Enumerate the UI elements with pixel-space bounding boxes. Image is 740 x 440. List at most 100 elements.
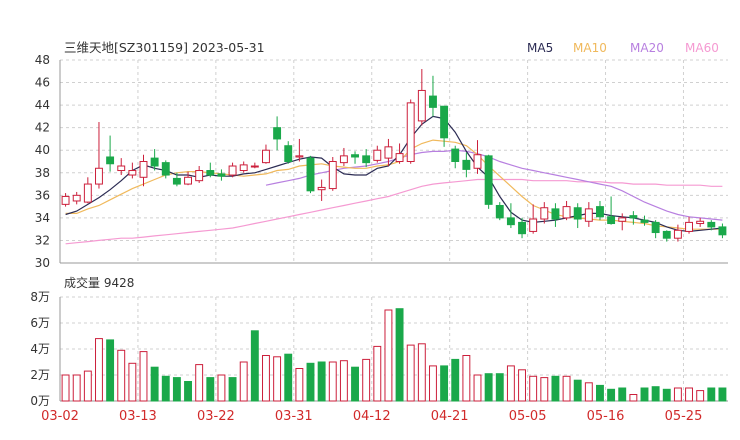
price-grid: 48 46 44 42 40 38 36 34 32 30 [35,53,728,270]
candle-down [462,159,471,170]
candle-down [495,204,504,219]
candle-up [618,217,627,222]
candle-down [707,221,716,228]
candle-up [295,155,304,158]
volume-bar-up [406,344,415,402]
date-tick-label: 03-31 [275,409,313,424]
volume-bar-down [596,384,604,402]
volume-tick-label: 8万 [30,290,50,304]
volume-bar-down [395,308,404,402]
date-tick-label: 03-02 [41,409,79,424]
candle-up [562,206,571,219]
volume-bar-down [161,375,170,402]
candle-up [696,220,705,225]
volume-tick-label: 0万 [30,394,50,408]
price-tick-label: 36 [35,188,50,202]
candle-down [217,173,226,177]
volume-bar-down [284,353,293,402]
legend-item-ma60: MA60 [685,41,719,55]
volume-bar-up [95,338,103,402]
legend-item-ma5: MA5 [527,41,553,55]
candle-up [83,183,92,203]
candle-up [339,155,348,164]
volume-bar-up [685,387,693,402]
volume-bar-up [562,375,571,402]
candle-down [607,216,616,225]
volume-bar-down [707,387,716,402]
candle-down [640,219,649,223]
price-tick-label: 48 [35,53,50,67]
candle-up [262,149,270,164]
candle-up [117,165,126,172]
volume-bar-down [150,366,159,402]
volume-bar-down [184,381,192,402]
candle-down [206,170,215,176]
volume-bar-up [373,345,382,402]
candle-up [250,165,259,168]
candle-up [61,195,70,205]
candle-up [473,154,482,169]
price-tick-label: 38 [35,166,50,180]
candle-up [195,170,204,182]
candle-down [662,230,671,239]
candle-up [685,221,693,232]
volume-title: 成交量 9428 [64,275,134,290]
candle-up [373,149,382,161]
volume-bar-down [317,361,326,402]
volume-grid: 8万 6万 4万 2万 0万 [30,290,728,408]
candle-down [651,221,660,234]
volume-bar-down [106,339,115,402]
candle-down [106,156,115,165]
candle-up [384,146,393,159]
candle-down [573,207,582,220]
candle-down [150,157,159,167]
date-tick-label: 05-16 [587,409,625,424]
ma10-line [65,139,723,230]
price-tick-label: 32 [35,233,50,247]
volume-bar-down [718,387,727,402]
volume-bar-up [262,355,270,402]
volume-bars [61,308,727,402]
volume-tick-label: 6万 [30,316,50,330]
date-tick-label: 05-05 [509,409,547,424]
volume-bar-up [473,374,482,402]
candle-down [161,162,170,176]
candle-down [596,206,604,218]
price-tick-label: 46 [35,76,50,90]
volume-bar-up [584,382,593,402]
date-tick-label: 03-13 [119,409,157,424]
volume-bar-up [117,349,126,402]
candle-down [440,105,449,139]
candle-up [128,170,137,176]
volume-bar-down [651,386,660,402]
volume-bar-up [217,374,226,402]
price-tick-label: 30 [35,256,50,270]
candle-down [484,155,493,205]
ma20-line [265,149,723,221]
volume-bar-up [61,374,70,402]
chart-title: 三维天地[SZ301159] 2023-05-31 [64,40,265,55]
volume-bar-up [72,374,81,402]
volume-bar-up [328,361,337,402]
candle-up [139,161,148,178]
price-tick-label: 42 [35,121,50,135]
legend-item-ma20: MA20 [630,41,664,55]
volume-tick-label: 4万 [30,342,50,356]
candle-up [184,176,192,185]
volume-bar-up [518,369,526,402]
date-tick-label: 03-22 [197,409,235,424]
volume-bar-down [351,366,359,402]
candle-down [506,217,515,226]
ma60-line [65,178,723,245]
volume-bar-up [429,365,437,402]
volume-bar-down [250,330,259,402]
volume-bar-down [573,379,582,402]
candle-up [406,102,415,162]
volume-bar-down [440,365,449,402]
candle-up [328,161,337,190]
price-tick-label: 44 [35,98,50,112]
volume-bar-up [295,368,304,402]
volume-bar-down [607,388,616,402]
candle-down [429,95,437,108]
volume-bar-up [195,364,204,402]
